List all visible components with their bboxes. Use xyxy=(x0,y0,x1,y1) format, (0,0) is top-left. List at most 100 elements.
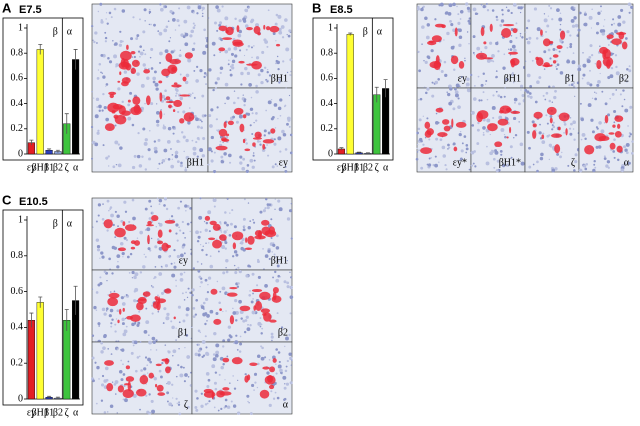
cell-dot xyxy=(262,248,264,250)
signal-blob xyxy=(543,62,550,68)
cell-dot xyxy=(521,36,524,39)
cell-dot xyxy=(211,364,216,369)
cell-dot xyxy=(215,87,217,90)
bar xyxy=(36,49,44,155)
error-bar xyxy=(374,86,379,103)
cell-dot xyxy=(255,119,258,122)
cell-dot xyxy=(105,156,109,160)
signal-blob xyxy=(165,53,173,62)
cell-dot xyxy=(482,126,486,130)
cell-dot xyxy=(95,220,98,223)
cell-dot xyxy=(194,313,198,316)
cell-dot xyxy=(99,276,102,279)
cell-dot xyxy=(274,127,277,129)
cell-dot xyxy=(116,348,119,351)
cell-dot xyxy=(245,274,249,278)
cell-dot xyxy=(122,398,125,401)
cell-dot xyxy=(245,48,248,51)
cell-dot xyxy=(275,62,277,65)
cell-dot xyxy=(182,35,186,39)
signal-blob xyxy=(146,224,155,227)
cell-dot xyxy=(581,132,586,137)
cell-dot xyxy=(507,48,510,50)
cell-dot xyxy=(548,143,552,147)
cell-dot xyxy=(273,253,276,256)
cell-dot xyxy=(454,93,459,98)
cell-dot xyxy=(482,131,485,134)
cell-dot xyxy=(176,254,181,259)
cell-dot xyxy=(158,369,162,373)
cell-dot xyxy=(147,148,151,152)
cell-dot xyxy=(239,335,242,338)
cell-dot xyxy=(114,380,119,384)
cell-dot xyxy=(589,44,593,48)
signal-blob xyxy=(494,141,503,148)
cell-dot xyxy=(130,37,134,41)
cell-dot xyxy=(282,60,285,63)
cell-dot xyxy=(617,15,622,19)
cell-dot xyxy=(100,350,104,354)
cell-dot xyxy=(112,39,114,42)
cell-dot xyxy=(283,397,287,401)
cell-dot xyxy=(153,275,157,279)
cell-dot xyxy=(178,321,181,324)
cell-dot xyxy=(153,376,157,381)
cell-dot xyxy=(237,282,240,285)
cell-dot xyxy=(210,135,214,140)
cell-dot xyxy=(624,37,628,40)
cell-dot xyxy=(143,367,147,371)
cell-dot xyxy=(202,12,204,15)
cell-dot xyxy=(586,81,590,85)
cell-dot xyxy=(264,356,267,359)
cell-dot xyxy=(150,349,152,351)
signal-blob xyxy=(431,35,442,43)
cell-dot xyxy=(108,60,113,64)
cell-dot xyxy=(591,53,594,57)
cell-dot xyxy=(161,361,164,365)
cell-dot xyxy=(536,160,539,164)
cell-dot xyxy=(595,22,600,26)
cell-dot xyxy=(185,334,189,337)
image-label: ζ xyxy=(571,157,575,168)
cell-dot xyxy=(198,215,203,220)
cell-dot xyxy=(206,384,210,388)
cell-dot xyxy=(112,165,116,169)
bar xyxy=(72,300,80,400)
cell-dot xyxy=(121,322,125,326)
cell-dot xyxy=(253,221,256,224)
image-label: α xyxy=(283,399,289,410)
cell-dot xyxy=(151,312,154,315)
cell-dot xyxy=(595,31,599,35)
cell-dot xyxy=(480,83,484,87)
signal-blob xyxy=(223,121,227,129)
cell-dot xyxy=(590,27,593,29)
cell-dot xyxy=(201,154,206,158)
cell-dot xyxy=(215,118,219,121)
cell-dot xyxy=(549,57,552,60)
cell-dot xyxy=(157,30,160,33)
cell-dot xyxy=(164,49,169,54)
cell-dot xyxy=(455,83,460,88)
cell-dot xyxy=(595,92,598,95)
cell-dot xyxy=(165,25,169,29)
cell-dot xyxy=(191,288,195,292)
cell-dot xyxy=(545,114,548,117)
cell-dot xyxy=(114,330,117,333)
cell-dot xyxy=(232,115,236,119)
signal-blob xyxy=(218,47,226,52)
cell-dot xyxy=(267,131,271,135)
signal-blob xyxy=(161,68,171,77)
cell-dot xyxy=(150,205,152,208)
cell-dot xyxy=(158,162,161,165)
micrograph xyxy=(470,87,526,173)
image-label: β2 xyxy=(619,73,629,84)
cell-dot xyxy=(600,129,605,134)
cell-dot xyxy=(142,49,145,52)
cell-dot xyxy=(492,94,495,97)
cell-dot xyxy=(255,56,260,60)
cell-dot xyxy=(447,148,449,150)
cell-dot xyxy=(170,148,172,150)
cell-dot xyxy=(220,407,223,411)
cell-dot xyxy=(263,268,265,270)
cell-dot xyxy=(546,134,550,138)
